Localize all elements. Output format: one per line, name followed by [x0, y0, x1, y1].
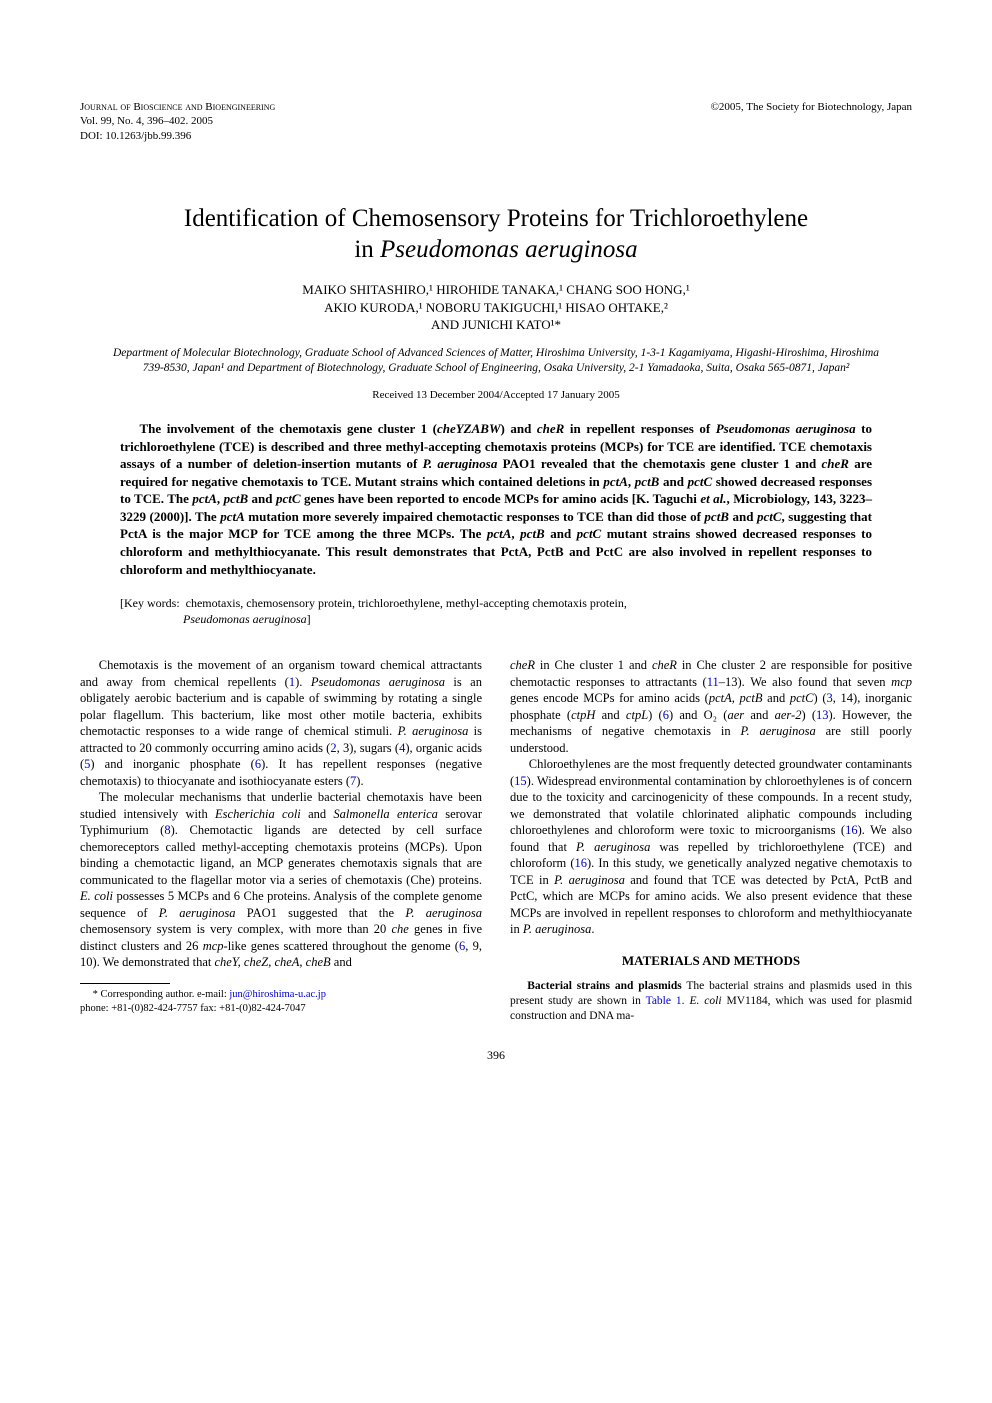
- keywords-label: [Key words:: [120, 596, 180, 610]
- title-line2-prefix: in: [354, 236, 380, 263]
- affiliations: Department of Molecular Biotechnology, G…: [110, 346, 882, 376]
- intro-para-2-cont: cheR in Che cluster 1 and cheR in Che cl…: [510, 657, 912, 756]
- ref-link[interactable]: 16: [575, 856, 588, 870]
- authors-line3: AND JUNICHI KATO¹*: [431, 317, 561, 332]
- intro-para-2: The molecular mechanisms that underlie b…: [80, 789, 482, 971]
- corresponding-author-footnote: * Corresponding author. e-mail: jun@hiro…: [80, 988, 482, 1016]
- journal-name: Journal of Bioscience and Bioengineering: [80, 100, 275, 114]
- right-column: cheR in Che cluster 1 and cheR in Che cl…: [510, 657, 912, 1024]
- keywords: [Key words: chemotaxis, chemosensory pro…: [120, 596, 872, 627]
- keywords-content: chemotaxis, chemosensory protein, trichl…: [120, 596, 627, 626]
- footnote-separator: [80, 983, 170, 984]
- title-line2-italic: Pseudomonas aeruginosa: [380, 236, 638, 263]
- received-date: Received 13 December 2004/Accepted 17 Ja…: [80, 388, 912, 402]
- authors-line1: MAIKO SHITASHIRO,¹ HIROHIDE TANAKA,¹ CHA…: [302, 282, 689, 297]
- abstract: The involvement of the chemotaxis gene c…: [120, 420, 872, 578]
- authors-line2: AKIO KURODA,¹ NOBORU TAKIGUCHI,¹ HISAO O…: [324, 300, 668, 315]
- doi: DOI: 10.1263/jbb.99.396: [80, 129, 275, 143]
- title-block: Identification of Chemosensory Proteins …: [80, 203, 912, 402]
- section-heading-materials: MATERIALS AND METHODS: [510, 952, 912, 969]
- journal-header: Journal of Bioscience and Bioengineering…: [80, 100, 912, 143]
- header-left: Journal of Bioscience and Bioengineering…: [80, 100, 275, 143]
- intro-para-3: Chloroethylenes are the most frequently …: [510, 756, 912, 938]
- body-columns: Chemotaxis is the movement of an organis…: [80, 657, 912, 1024]
- ref-link[interactable]: 11: [707, 675, 719, 689]
- copyright: ©2005, The Society for Biotechnology, Ja…: [711, 100, 912, 143]
- intro-para-1: Chemotaxis is the movement of an organis…: [80, 657, 482, 789]
- paper-title: Identification of Chemosensory Proteins …: [80, 203, 912, 266]
- page-number: 396: [80, 1048, 912, 1064]
- ref-link[interactable]: 15: [514, 774, 527, 788]
- run-in-head: Bacterial strains and plasmids: [527, 980, 682, 992]
- authors: MAIKO SHITASHIRO,¹ HIROHIDE TANAKA,¹ CHA…: [80, 281, 912, 334]
- volume-info: Vol. 99, No. 4, 396–402. 2005: [80, 114, 275, 128]
- ref-link[interactable]: 13: [816, 708, 829, 722]
- materials-para-1: Bacterial strains and plasmids The bacte…: [510, 979, 912, 1025]
- title-line1: Identification of Chemosensory Proteins …: [184, 205, 808, 232]
- table-link[interactable]: Table 1: [646, 995, 682, 1007]
- email-link[interactable]: jun@hiroshima-u.ac.jp: [229, 989, 326, 1000]
- left-column: Chemotaxis is the movement of an organis…: [80, 657, 482, 1024]
- ref-link[interactable]: 16: [845, 823, 858, 837]
